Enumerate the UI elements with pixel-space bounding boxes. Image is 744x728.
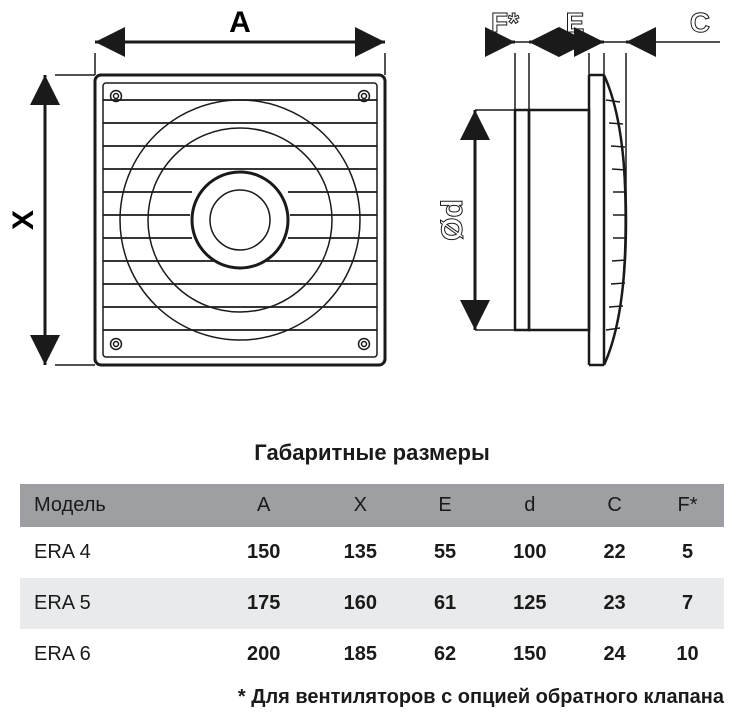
dimensions-table: Модель A X E d C F* ERA 4 150 135 55 100… — [20, 484, 724, 680]
table-header-row: Модель A X E d C F* — [20, 484, 724, 527]
label-A: A — [229, 6, 251, 39]
table-row: ERA 4 150 135 55 100 22 5 — [20, 527, 724, 578]
col-X: X — [312, 484, 409, 527]
label-C: C — [690, 7, 710, 38]
technical-drawing: A X — [0, 0, 744, 420]
label-E: E — [566, 7, 585, 38]
table-row: ERA 6 200 185 62 150 24 10 — [20, 629, 724, 680]
col-E: E — [409, 484, 482, 527]
section-title: Габаритные размеры — [20, 440, 724, 466]
col-model: Модель — [20, 484, 215, 527]
footnote: * Для вентиляторов с опцией обратного кл… — [20, 686, 724, 709]
label-X: X — [7, 210, 40, 230]
side-view: F* E C Ød — [436, 7, 720, 365]
table-row: ERA 5 175 160 61 125 23 7 — [20, 578, 724, 629]
col-F: F* — [651, 484, 724, 527]
col-A: A — [215, 484, 312, 527]
front-view: A X — [7, 6, 385, 365]
label-F: F* — [491, 7, 519, 38]
col-C: C — [578, 484, 651, 527]
label-d: Ød — [436, 199, 469, 241]
col-d: d — [482, 484, 579, 527]
